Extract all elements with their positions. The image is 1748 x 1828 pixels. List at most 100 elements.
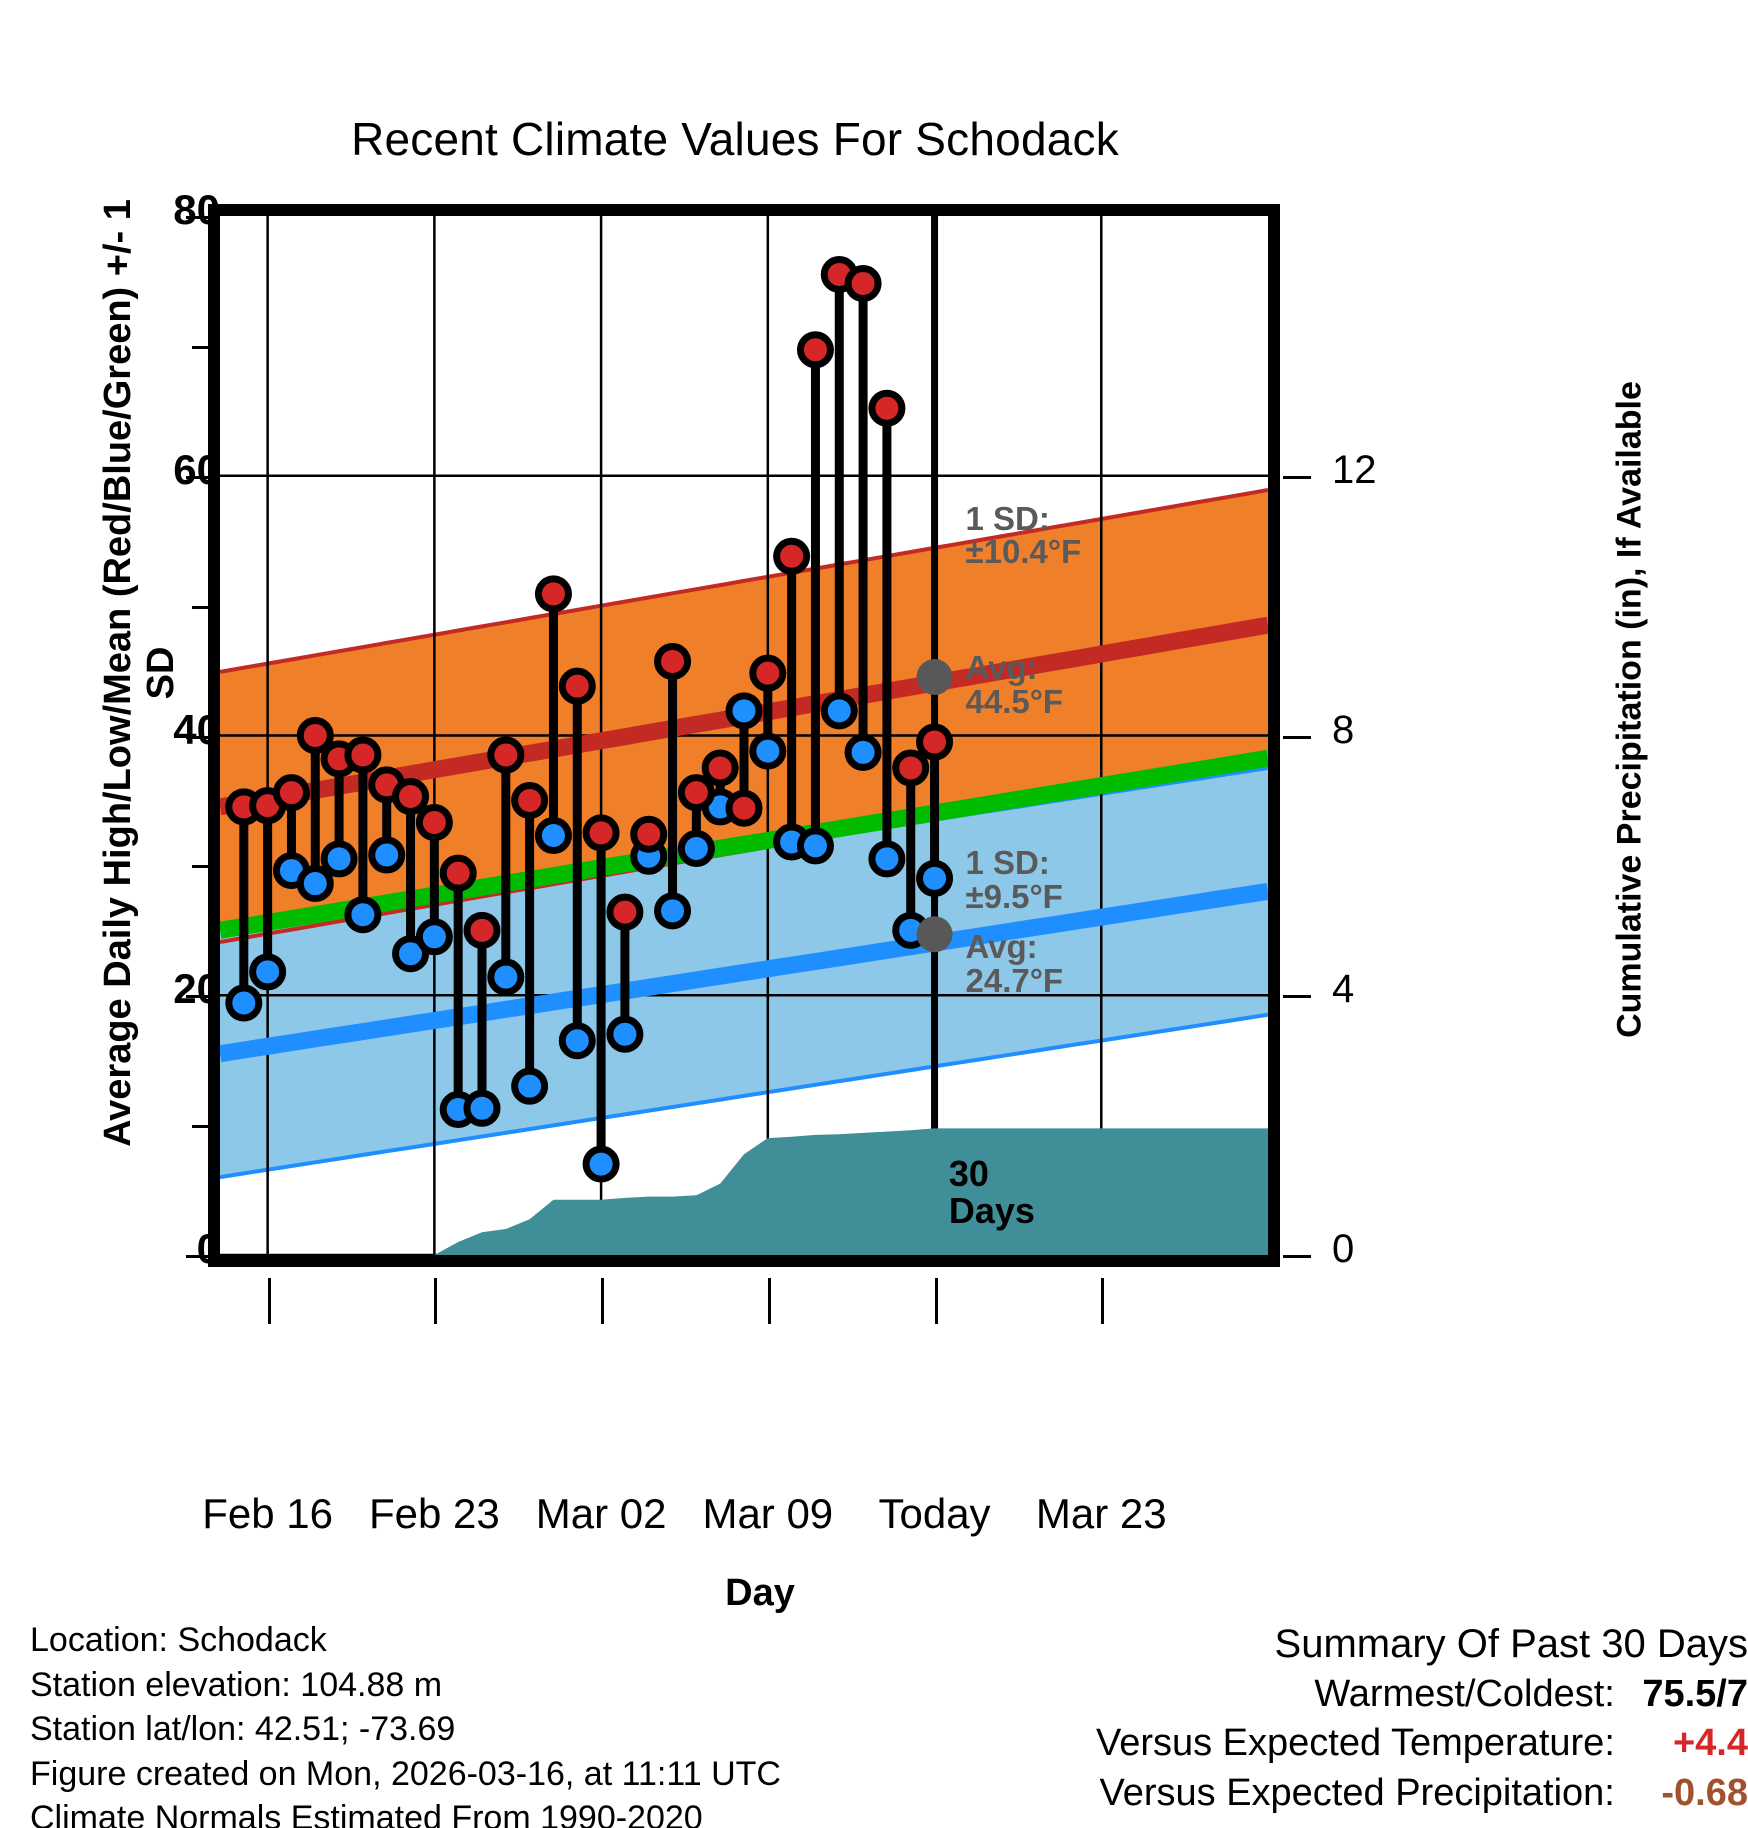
daily-low-marker: [654, 892, 692, 930]
daily-low-marker: [368, 836, 406, 874]
daily-low-marker: [844, 733, 882, 771]
daily-high-marker: [796, 331, 834, 369]
y-axis-left-tick-mark: [186, 216, 212, 219]
annotation-low-avg: Avg: 24.7°F: [965, 928, 1064, 999]
plot-inner: [220, 216, 1268, 1255]
daily-low-marker: [487, 958, 525, 996]
low-band-lower-edge: [220, 1012, 1268, 1180]
daily-high-marker: [773, 537, 811, 575]
daily-high-marker: [296, 717, 334, 754]
y-axis-right-tick-mark: [1283, 475, 1311, 479]
daily-high-marker: [463, 911, 501, 949]
x-axis-tick-mark: [1101, 1278, 1105, 1324]
y-axis-left-tick-mark: [186, 735, 212, 739]
y-axis-left-minor-tick: [192, 605, 210, 609]
daily-high-marker: [392, 778, 430, 816]
summary-vs-temp-label: Versus Expected Temperature:: [1095, 1722, 1615, 1765]
y-axis-left-tick-mark: [186, 995, 212, 999]
daily-low-marker: [558, 1022, 596, 1060]
page-title: Recent Climate Values For Schodack: [351, 113, 1119, 165]
y-axis-right-tick-label: 0: [1332, 1227, 1355, 1271]
daily-low-marker: [582, 1145, 620, 1183]
y-axis-left-tick-mark: [186, 1255, 212, 1258]
summary-heading: Summary Of Past 30 Days: [1274, 1622, 1748, 1666]
daily-low-marker: [916, 859, 954, 897]
daily-low-marker: [415, 918, 453, 956]
daily-high-marker: [272, 774, 310, 812]
daily-high-marker: [677, 774, 715, 812]
y-axis-left-tick-label: 40: [173, 705, 220, 753]
daily-high-marker: [439, 854, 477, 892]
climate-plot-svg: [220, 216, 1268, 1255]
x-axis-tick-label: Feb 23: [368, 1490, 500, 1537]
x-axis-tick-label: Feb 16: [202, 1490, 333, 1537]
y-axis-left-tick-label: 80: [173, 186, 220, 233]
daily-low-marker: [296, 865, 334, 903]
x-axis-tick-label: Mar 23: [1035, 1490, 1167, 1537]
y-axis-right-tick-label: 12: [1332, 447, 1377, 492]
daily-high-marker: [558, 667, 596, 705]
daily-low-marker: [320, 840, 358, 878]
daily-low-marker: [249, 953, 287, 991]
summary-vs-temp: Versus Expected Temperature: +4.4: [848, 1719, 1748, 1768]
y-axis-right-tick-mark: [1283, 995, 1311, 999]
x-axis-label: Day: [725, 1572, 795, 1614]
x-axis-tick-mark: [601, 1278, 605, 1324]
x-axis-tick-mark: [267, 1278, 271, 1324]
y-axis-left-label: Average Daily High/Low/Mean (Red/Blue/Gr…: [97, 199, 182, 1147]
plot-area: [208, 204, 1280, 1267]
daily-high-marker: [844, 265, 882, 303]
summary-vs-temp-value: +4.4: [1672, 1722, 1748, 1765]
y-axis-left-minor-tick: [192, 865, 210, 869]
daily-high-marker: [344, 736, 382, 774]
daily-high-marker: [630, 815, 668, 853]
y-axis-left-tick-mark: [186, 475, 212, 479]
x-axis-tick-label: Today: [878, 1490, 991, 1537]
low-normal-mean-line: [220, 882, 1268, 1063]
daily-low-marker: [725, 692, 763, 730]
today-low-normal-marker: [916, 916, 953, 953]
daily-high-marker: [534, 575, 572, 613]
daily-high-marker: [701, 749, 739, 787]
summary-vs-precip-value: -0.68: [1661, 1771, 1748, 1814]
y-axis-right-tick-mark: [1283, 735, 1311, 739]
summary-warmest-coldest-value: 75.5/7: [1642, 1673, 1748, 1715]
daily-low-marker: [868, 840, 906, 878]
footer-normals: Climate Normals Estimated From 1990-2020: [30, 1799, 703, 1828]
high-band-upper-edge: [220, 488, 1268, 674]
daily-low-marker: [534, 817, 572, 855]
x-axis-tick-mark: [934, 1278, 938, 1324]
daily-low-marker: [392, 935, 430, 973]
daily-low-marker: [677, 829, 715, 867]
y-axis-right-tick-label: 4: [1332, 967, 1355, 1012]
mean-normal-line: [220, 749, 1268, 939]
daily-high-marker: [916, 723, 954, 761]
daily-low-marker: [344, 896, 382, 934]
daily-high-marker: [487, 736, 525, 774]
y-axis-right-label: Cumulative Precipitation (in), If Availa…: [1610, 381, 1649, 1038]
footer-created: Figure created on Mon, 2026-03-16, at 11…: [30, 1754, 781, 1793]
daily-low-marker: [606, 1015, 644, 1053]
daily-high-marker: [725, 789, 763, 827]
daily-high-marker: [749, 654, 787, 692]
annotation-precip-window: 30 Days: [948, 1153, 1035, 1231]
annotation-high-sd: 1 SD: ±10.4°F: [965, 499, 1082, 571]
summary-panel: Summary Of Past 30 Days Warmest/Coldest:…: [848, 1618, 1748, 1818]
daily-high-marker: [606, 893, 644, 931]
y-axis-left-minor-tick: [192, 345, 210, 349]
y-axis-right-tick-label: 8: [1332, 707, 1355, 752]
daily-high-marker: [654, 642, 692, 680]
summary-vs-precip-label: Versus Expected Precipitation:: [1099, 1771, 1615, 1814]
daily-high-marker: [892, 749, 930, 787]
daily-high-marker: [511, 781, 549, 819]
daily-high-marker: [868, 389, 906, 427]
y-axis-left-tick-label: 60: [173, 445, 220, 493]
daily-low-marker: [463, 1089, 501, 1127]
precipitation-area: [220, 1128, 1268, 1255]
daily-low-marker: [749, 732, 787, 770]
summary-warmest-coldest-label: Warmest/Coldest:: [1314, 1673, 1615, 1715]
x-axis-tick-mark: [767, 1278, 771, 1324]
today-high-normal-marker: [916, 659, 953, 696]
summary-warmest-coldest: Warmest/Coldest: 75.5/7: [848, 1670, 1748, 1719]
